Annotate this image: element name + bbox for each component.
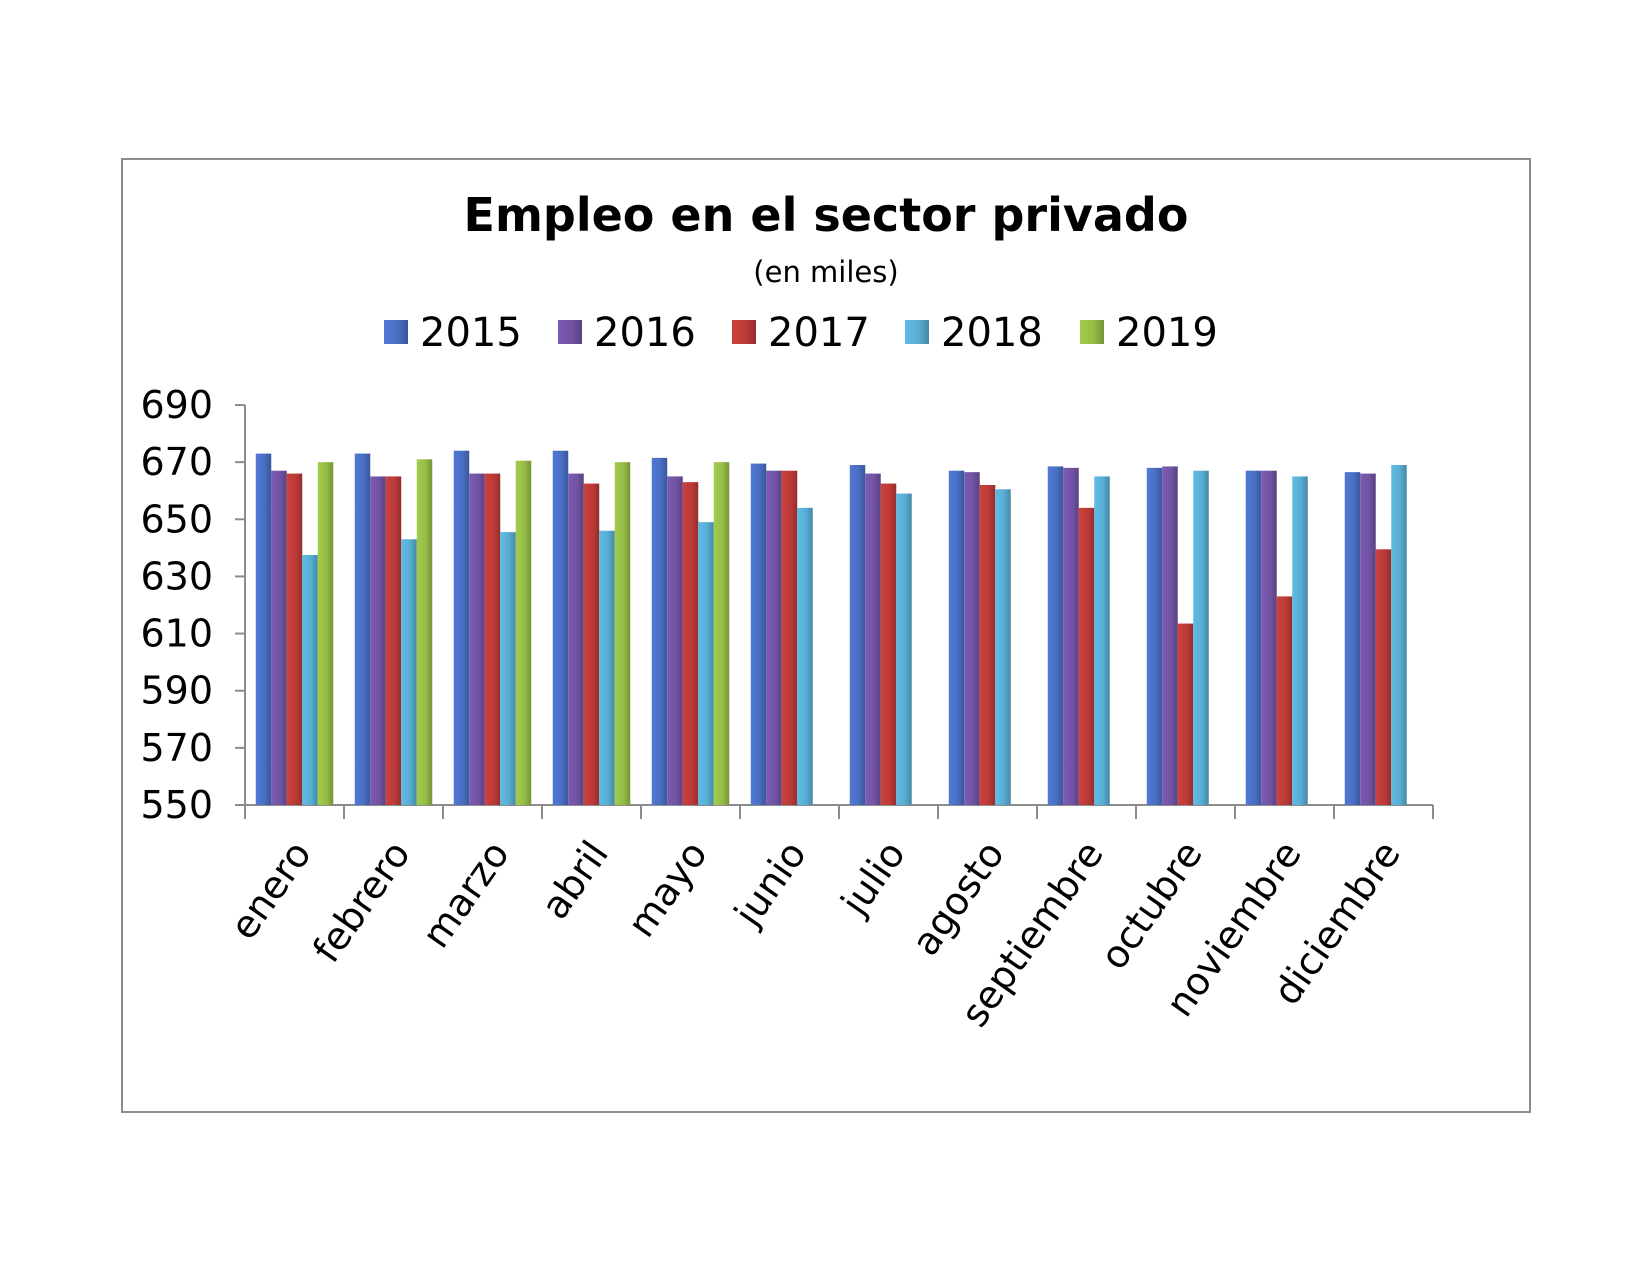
bar-2018-marzo: [500, 532, 516, 805]
y-tick-label: 650: [140, 497, 213, 541]
bar-2019-mayo: [713, 462, 730, 805]
x-tick-label: julio: [832, 833, 914, 924]
x-tick-label: abril: [533, 833, 617, 927]
x-tick-label: mayo: [619, 833, 716, 945]
bar-2016-mayo: [667, 476, 683, 805]
bar-group-mayo: [651, 457, 730, 805]
x-tick-label: marzo: [414, 833, 518, 956]
x-tick-label: enero: [221, 833, 319, 947]
bar-2015-noviembre: [1245, 470, 1262, 805]
y-tick-label: 610: [140, 612, 213, 656]
bar-2017-julio: [880, 483, 897, 805]
bar-group-octubre: [1146, 466, 1209, 805]
legend-label-2015: 2015: [420, 310, 522, 356]
bar-2018-septiembre: [1094, 476, 1110, 805]
legend-swatch-2019: [1080, 320, 1104, 344]
bar-2015-octubre: [1146, 467, 1163, 805]
bar-2015-enero: [255, 453, 272, 805]
bar-2016-agosto: [964, 472, 980, 805]
bar-2015-junio: [750, 463, 767, 805]
y-tick-label: 570: [140, 726, 213, 770]
bar-group-enero: [255, 453, 334, 805]
bar-2015-marzo: [453, 450, 470, 805]
bar-group-agosto: [948, 470, 1011, 805]
legend: 2015 2016 2017 2018 2019: [384, 310, 1218, 356]
bar-2017-noviembre: [1276, 596, 1293, 805]
chart-frame: Empleo en el sector privado (en miles) 2…: [121, 158, 1531, 1113]
bar-2016-noviembre: [1261, 470, 1277, 805]
x-tick-label: junio: [725, 833, 815, 935]
bar-2017-diciembre: [1375, 549, 1392, 805]
bar-2018-junio: [797, 507, 813, 805]
bar-2019-febrero: [416, 459, 433, 805]
y-axis: 550 570 590 610 630 650 670 690: [140, 383, 246, 827]
bar-2017-enero: [286, 473, 303, 805]
bar-2018-enero: [302, 555, 318, 805]
bar-2016-julio: [865, 473, 881, 805]
bar-2017-octubre: [1177, 623, 1194, 805]
bar-group-diciembre: [1344, 465, 1407, 805]
x-tick-label: febrero: [304, 833, 419, 971]
bar-2017-febrero: [385, 476, 402, 805]
bar-2017-septiembre: [1078, 507, 1095, 805]
chart-subtitle: (en miles): [753, 255, 898, 289]
bar-group-septiembre: [1047, 466, 1110, 805]
bar-group-noviembre: [1245, 470, 1308, 805]
bar-2015-septiembre: [1047, 466, 1064, 805]
bar-2016-abril: [568, 473, 584, 805]
bar-2017-mayo: [682, 482, 699, 805]
bar-2015-abril: [552, 450, 569, 805]
bar-group-marzo: [453, 450, 532, 805]
bar-2017-agosto: [979, 485, 996, 805]
bar-2017-abril: [583, 483, 600, 805]
bar-2018-agosto: [995, 489, 1011, 805]
y-tick-label: 590: [140, 669, 213, 713]
bar-2017-junio: [781, 470, 798, 805]
bar-2015-julio: [849, 465, 866, 805]
legend-swatch-2015: [384, 320, 408, 344]
bar-group-julio: [849, 465, 912, 805]
chart-title: Empleo en el sector privado: [464, 188, 1189, 242]
legend-label-2017: 2017: [768, 310, 870, 356]
legend-swatch-2016: [558, 320, 582, 344]
chart-canvas: Empleo en el sector privado (en miles) 2…: [140, 188, 1434, 1035]
bar-2016-diciembre: [1360, 473, 1376, 805]
bar-2016-marzo: [469, 473, 485, 805]
bar-2019-marzo: [515, 460, 532, 805]
bar-2015-febrero: [354, 453, 371, 805]
bar-group-febrero: [354, 453, 433, 805]
bar-2016-octubre: [1162, 466, 1178, 805]
bar-group-junio: [750, 463, 813, 805]
bar-2018-octubre: [1193, 470, 1209, 805]
bar-2018-diciembre: [1391, 465, 1407, 805]
x-tick-label: agosto: [903, 833, 1013, 964]
bar-2016-febrero: [370, 476, 386, 805]
bars: [255, 450, 1407, 805]
bar-2015-diciembre: [1344, 472, 1361, 805]
bar-2019-abril: [614, 462, 631, 805]
bar-2015-mayo: [651, 457, 668, 805]
legend-swatch-2018: [905, 320, 929, 344]
y-tick-label: 670: [140, 440, 213, 484]
legend-swatch-2017: [732, 320, 756, 344]
legend-label-2019: 2019: [1116, 310, 1218, 356]
bar-2019-enero: [317, 462, 334, 805]
bar-2018-noviembre: [1292, 476, 1308, 805]
bar-2017-marzo: [484, 473, 501, 805]
bar-2018-mayo: [698, 522, 714, 805]
y-tick-label: 630: [140, 554, 213, 598]
y-tick-label: 690: [140, 383, 213, 427]
bar-2018-julio: [896, 493, 912, 805]
bar-group-abril: [552, 450, 631, 805]
y-tick-label: 550: [140, 783, 213, 827]
bar-2018-abril: [599, 530, 615, 805]
legend-label-2016: 2016: [594, 310, 696, 356]
bar-2015-agosto: [948, 470, 965, 805]
legend-label-2018: 2018: [941, 310, 1043, 356]
bar-2016-septiembre: [1063, 467, 1079, 805]
bar-2018-febrero: [401, 539, 417, 805]
bar-2016-junio: [766, 470, 782, 805]
bar-2016-enero: [271, 470, 287, 805]
